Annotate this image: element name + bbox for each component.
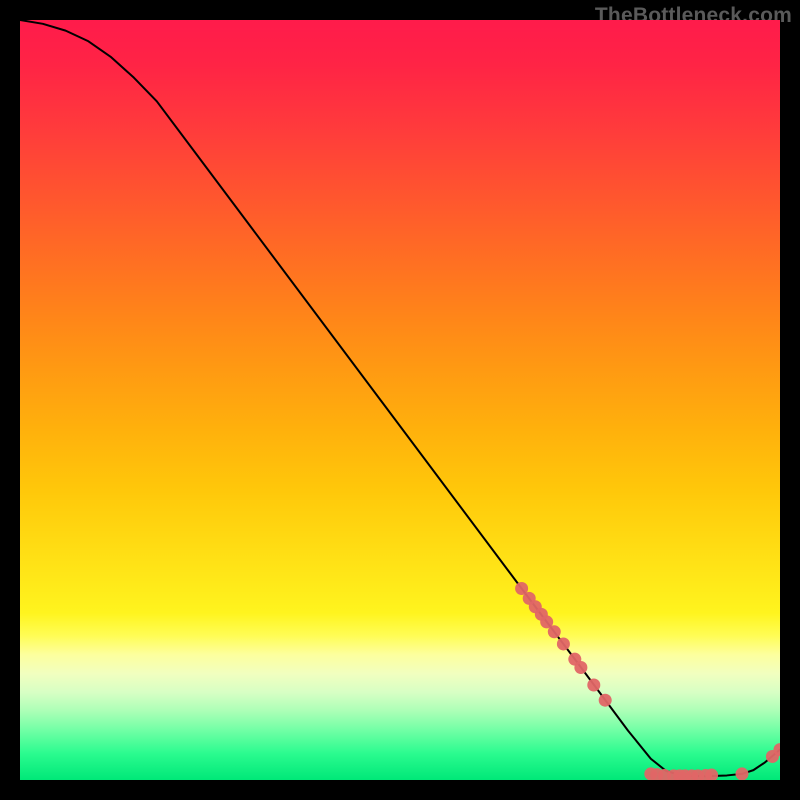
scatter-marker [557,637,570,650]
scatter-marker [736,767,749,780]
scatter-marker [574,661,587,674]
scatter-marker [599,694,612,707]
chart-container: TheBottleneck.com [0,0,800,800]
scatter-marker [587,679,600,692]
scatter-marker [548,625,561,638]
plot-area [20,20,780,780]
plot-background [20,20,780,780]
